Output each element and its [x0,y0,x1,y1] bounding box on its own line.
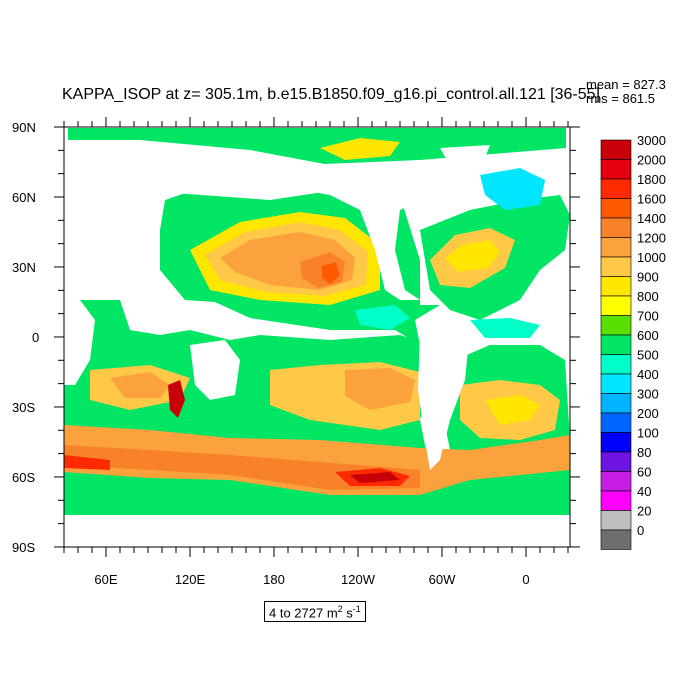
lat-label-30s: 30S [12,400,35,415]
colorbar-label: 3000 [637,133,666,148]
colorbar: 3000200018001600140012001000900800700600… [600,133,666,550]
colorbar-swatch [600,159,632,180]
units-text: 4 to 2727 m [269,605,338,621]
colorbar-swatch [600,217,632,238]
colorbar-label: 1000 [637,250,666,265]
colorbar-swatch [600,139,632,160]
lat-label-60n: 60N [12,190,36,205]
colorbar-swatch [600,256,632,277]
axis-ticks [54,117,580,557]
lat-axis: 90N 60N 30N 0 30S 60S 90S [12,120,39,555]
colorbar-swatch [600,354,632,375]
map-panel [54,117,580,557]
colorbar-label: 1400 [637,211,666,226]
colorbar-swatch [600,178,632,199]
lon-axis: 60E 120E 180 120W 60W 0 [94,572,529,587]
colorbar-label: 500 [637,348,659,363]
colorbar-swatch [600,471,632,492]
contour-levels [64,138,570,495]
colorbar-label: 700 [637,309,659,324]
mean-stat: mean = 827.3 [586,77,666,92]
colorbar-swatch [600,432,632,453]
colorbar-label: 1200 [637,231,666,246]
land-masses [64,140,570,547]
lat-label-0: 0 [32,330,39,345]
lat-label-30n: 30N [12,260,36,275]
lon-label-0: 0 [522,572,529,587]
colorbar-swatch [600,334,632,355]
colorbar-label: 80 [637,445,651,460]
colorbar-label: 200 [637,406,659,421]
colorbar-label: 0 [637,523,644,538]
lon-label-60e: 60E [94,572,117,587]
colorbar-label: 1600 [637,192,666,207]
colorbar-swatch [600,237,632,258]
colorbar-swatch [600,451,632,472]
lat-label-60s: 60S [12,470,35,485]
colorbar-label: 300 [637,387,659,402]
colorbar-swatch [600,490,632,511]
colorbar-label: 60 [637,465,651,480]
lon-label-180: 180 [263,572,285,587]
units-label: 4 to 2727 m2 s-1 [264,601,366,623]
lon-label-120w: 120W [341,572,376,587]
colorbar-label: 40 [637,484,651,499]
colorbar-swatch [600,373,632,394]
map-title: KAPPA_ISOP at z= 305.1m, b.e15.B1850.f09… [62,86,600,103]
lat-label-90s: 90S [12,540,35,555]
units-sup1: 2 [337,604,343,614]
colorbar-swatch [600,529,632,550]
colorbar-label: 2000 [637,153,666,168]
colorbar-swatch [600,393,632,414]
lon-label-60w: 60W [429,572,456,587]
colorbar-label: 20 [637,504,651,519]
colorbar-label: 800 [637,289,659,304]
colorbar-label: 1800 [637,172,666,187]
colorbar-label: 900 [637,270,659,285]
colorbar-swatch [600,510,632,531]
lat-label-90n: 90N [12,120,36,135]
colorbar-swatch [600,315,632,336]
colorbar-label: 100 [637,426,659,441]
lon-label-120e: 120E [175,572,206,587]
units-sup2: -1 [352,604,361,614]
units-mid: s [342,605,353,621]
colorbar-label: 600 [637,328,659,343]
colorbar-swatch [600,295,632,316]
colorbar-label: 400 [637,367,659,382]
colorbar-swatch [600,198,632,219]
colorbar-swatch [600,412,632,433]
colorbar-swatch [600,276,632,297]
rms-stat: rms = 861.5 [586,91,656,106]
